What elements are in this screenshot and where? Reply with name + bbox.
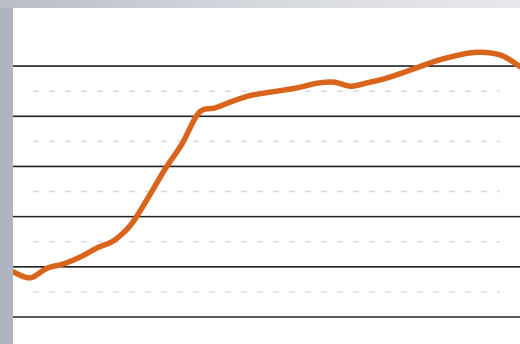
minor-gridlines: [33, 90, 500, 293]
major-gridlines: [13, 65, 520, 318]
series-line-0: [13, 49, 520, 281]
chart-panel: [13, 8, 520, 344]
window-top-band: [0, 0, 520, 8]
line-chart: [13, 49, 520, 318]
series-layer: [13, 49, 520, 281]
